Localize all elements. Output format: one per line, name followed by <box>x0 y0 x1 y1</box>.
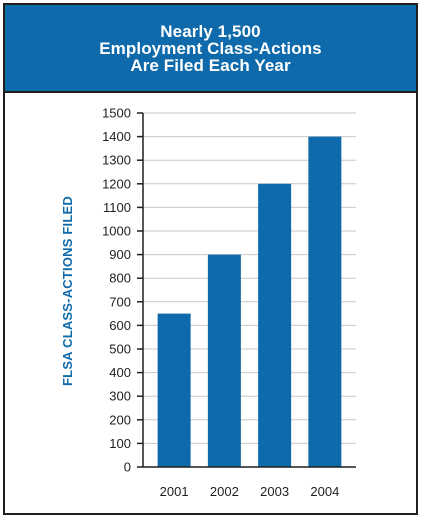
y-tick-label: 100 <box>109 436 131 451</box>
y-tick-label: 200 <box>109 412 131 427</box>
x-tick-label: 2004 <box>310 484 339 499</box>
y-tick-label: 700 <box>109 294 131 309</box>
y-tick-label: 400 <box>109 365 131 380</box>
y-tick-label: 0 <box>124 460 131 475</box>
y-tick-label: 1000 <box>102 224 131 239</box>
y-tick-label: 1500 <box>102 106 131 121</box>
x-tick-label: 2003 <box>260 484 289 499</box>
x-tick-label: 2002 <box>210 484 239 499</box>
y-tick-label: 1200 <box>102 176 131 191</box>
y-tick-label: 800 <box>109 271 131 286</box>
y-tick-label: 1300 <box>102 153 131 168</box>
bar <box>158 314 191 467</box>
y-tick-label: 1400 <box>102 129 131 144</box>
bar <box>308 137 341 467</box>
bar <box>258 184 291 467</box>
y-tick-label: 1100 <box>103 200 131 215</box>
bar <box>208 255 241 467</box>
y-axis-label: FLSA CLASS-ACTIONS FILED <box>60 196 75 386</box>
y-tick-label: 600 <box>109 318 131 333</box>
y-tick-label: 300 <box>109 389 131 404</box>
y-tick-label: 900 <box>109 247 131 262</box>
x-tick-label: 2001 <box>160 484 189 499</box>
y-tick-label: 500 <box>109 342 131 357</box>
